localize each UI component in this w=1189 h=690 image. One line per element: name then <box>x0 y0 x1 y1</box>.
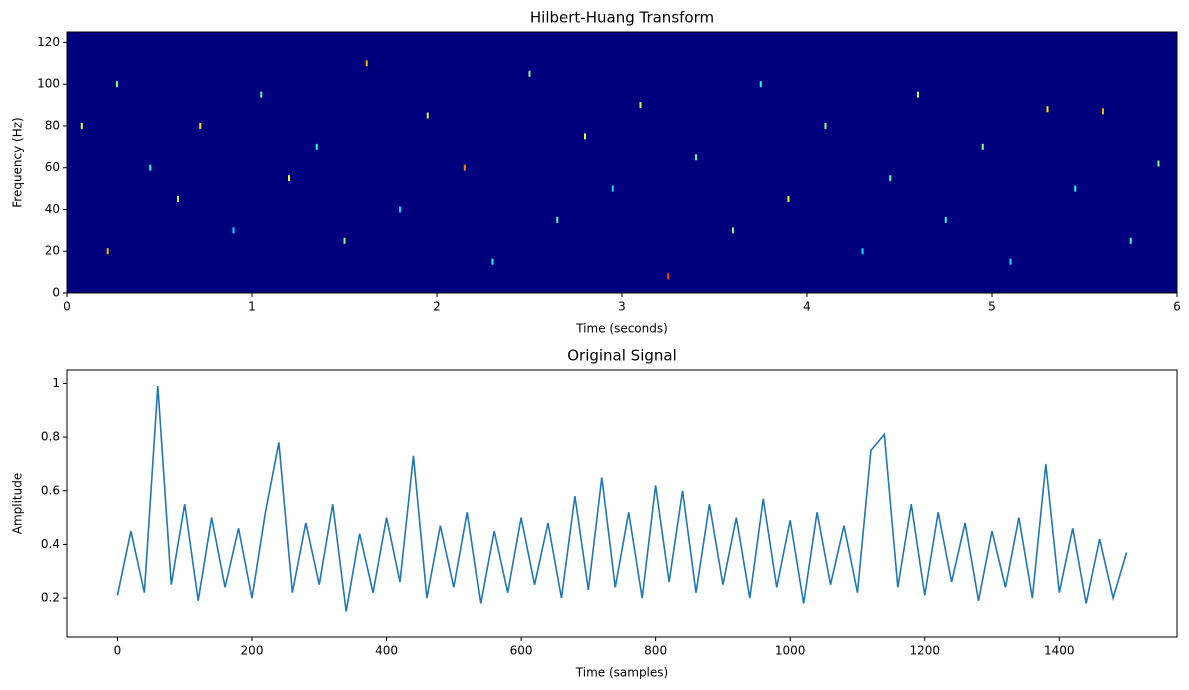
x-tick-label: 0 <box>63 300 71 314</box>
heatmap-cell <box>80 122 83 129</box>
y-tick-label: 0.2 <box>41 591 60 605</box>
heatmap-cell <box>787 196 790 203</box>
x-tick-label: 400 <box>375 644 398 658</box>
x-tick-label: 6 <box>1173 300 1181 314</box>
heatmap-cell <box>944 216 947 223</box>
heatmap-cell <box>917 91 919 98</box>
y-tick-label: 1 <box>52 376 60 390</box>
x-tick-label: 0 <box>114 644 122 658</box>
x-tick-label: 2 <box>433 300 441 314</box>
y-tick-label: 60 <box>45 160 60 174</box>
x-tick-label: 1 <box>248 300 256 314</box>
y-tick-label: 20 <box>45 244 60 258</box>
heatmap-cell <box>861 248 864 255</box>
y-axis-label: Amplitude <box>11 473 25 535</box>
heatmap-cell <box>199 122 202 129</box>
heatmap-cell <box>759 81 762 88</box>
y-tick-label: 0.6 <box>41 483 60 497</box>
x-tick-label: 800 <box>644 644 667 658</box>
heatmap-cell <box>556 216 559 223</box>
x-tick-label: 1200 <box>909 644 940 658</box>
heatmap-cell <box>1129 237 1132 244</box>
chart-title: Original Signal <box>567 347 677 365</box>
signal-line <box>116 386 1128 612</box>
heatmap-cell <box>695 154 697 161</box>
heatmap-cell <box>343 237 346 244</box>
heatmap-cell <box>1157 160 1160 167</box>
axes-frame <box>66 369 1178 638</box>
x-tick-label: 200 <box>241 644 264 658</box>
heatmap-cell <box>1102 108 1104 115</box>
heatmap-cell <box>611 185 614 192</box>
heatmap-cell <box>639 102 642 109</box>
heatmap-cell <box>288 175 290 182</box>
y-tick-label: 0 <box>52 286 60 300</box>
heatmap-cell <box>491 258 494 265</box>
y-tick-label: 100 <box>37 77 60 91</box>
heatmap-background <box>67 32 1177 293</box>
heatmap-cell <box>889 175 892 182</box>
heatmap-cell <box>732 227 734 234</box>
x-axis-label: Time (seconds) <box>575 322 668 336</box>
heatmap-cell <box>1009 258 1012 265</box>
chart-title: Hilbert-Huang Transform <box>530 9 714 27</box>
heatmap-cell <box>528 70 531 77</box>
heatmap-cell <box>1074 185 1077 192</box>
heatmap-cell <box>426 112 429 119</box>
heatmap-cell <box>399 206 401 213</box>
x-tick-label: 600 <box>510 644 533 658</box>
heatmap-cell <box>1046 106 1049 113</box>
heatmap-cell <box>177 196 179 203</box>
x-tick-label: 3 <box>618 300 626 314</box>
heatmap-cell <box>981 143 984 150</box>
x-tick-label: 1400 <box>1044 644 1075 658</box>
heatmap-cell <box>260 91 263 98</box>
x-tick-label: 5 <box>988 300 996 314</box>
x-tick-label: 1000 <box>775 644 806 658</box>
heatmap-cell <box>584 133 586 140</box>
heatmap-cell <box>106 248 109 255</box>
heatmap-cell <box>232 227 235 234</box>
y-tick-label: 120 <box>37 35 60 49</box>
heatmap-cell <box>667 273 670 280</box>
heatmap-cell <box>365 60 368 67</box>
heatmap-cell <box>315 143 318 150</box>
y-tick-label: 0.8 <box>41 430 60 444</box>
y-tick-label: 0.4 <box>41 537 60 551</box>
y-tick-label: 80 <box>45 118 60 132</box>
x-tick-label: 4 <box>803 300 811 314</box>
heatmap-cell <box>115 81 118 88</box>
heatmap-cell <box>824 122 827 129</box>
heatmap-cell <box>149 164 152 171</box>
heatmap-cell <box>463 164 466 171</box>
x-axis-label: Time (samples) <box>575 666 668 680</box>
y-axis-label: Frequency (Hz) <box>11 117 25 208</box>
y-tick-label: 40 <box>45 202 60 216</box>
